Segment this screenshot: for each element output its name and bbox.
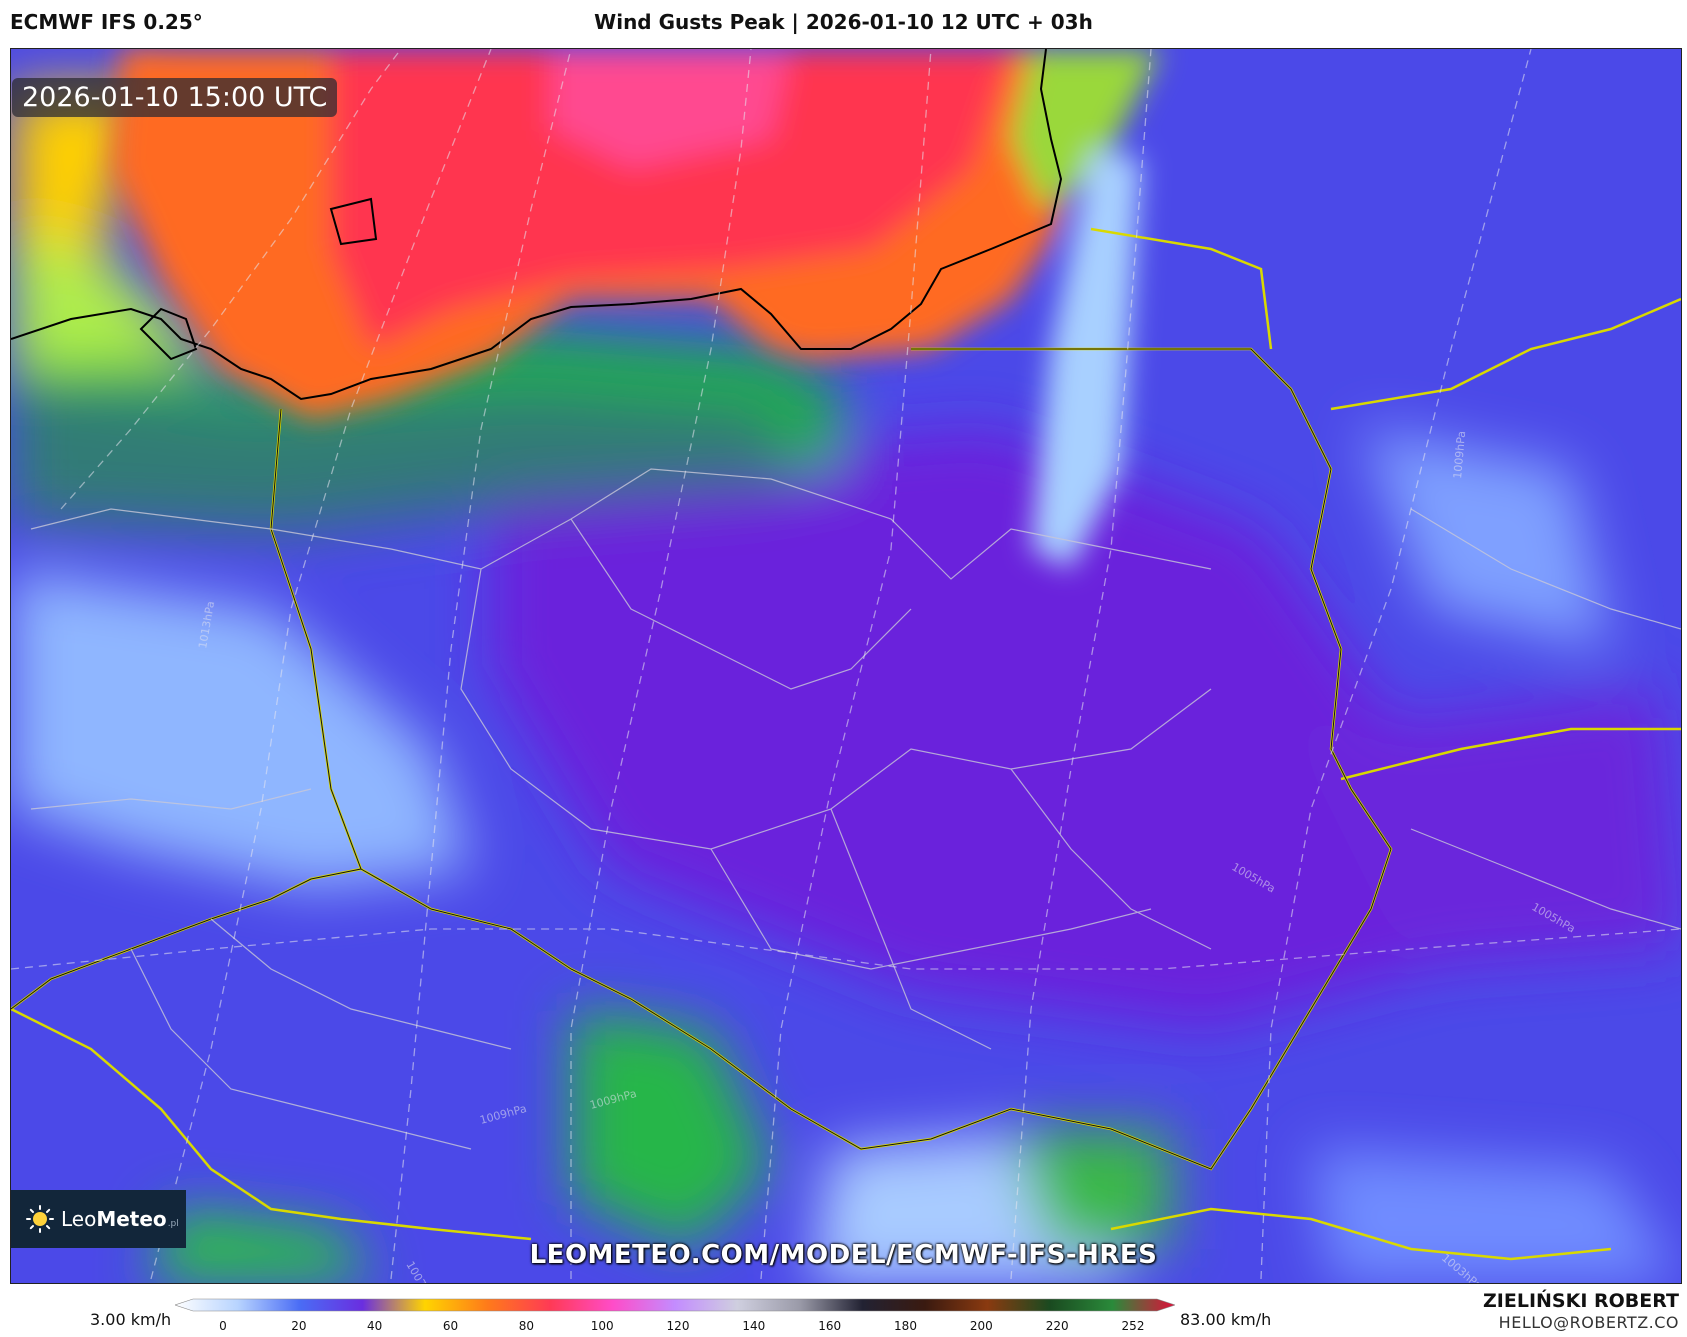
wind-gust-map[interactable]: 1013hPa 1009hPa 1009hPa 1009hPa 1007hPa … [10, 48, 1682, 1284]
source-url[interactable]: LEOMETEO.COM/MODEL/ECMWF-IFS-HRES [529, 1240, 1158, 1270]
legend-tick-label: 140 [742, 1319, 765, 1333]
legend-tick-label: 200 [970, 1319, 993, 1333]
legend-tick-label: 252 [1122, 1319, 1145, 1333]
legend-ticks: 0 20 40 60 80 100 120 140 160 180 200 220 252 [219, 1319, 1144, 1333]
legend-tick-label: 80 [519, 1319, 534, 1333]
rugen-island [139, 307, 198, 361]
legend-min-label: 3.00 km/h [90, 1310, 172, 1329]
legend-tick-label: 100 [591, 1319, 614, 1333]
legend-tick-label: 160 [818, 1319, 841, 1333]
logo-text-light: Leo [61, 1207, 97, 1231]
legend-tick-label: 60 [443, 1319, 458, 1333]
legend-tick-label: 180 [894, 1319, 917, 1333]
leometeo-logo[interactable]: LeoMeteo.pl [11, 1190, 186, 1248]
author-email[interactable]: HELLO@ROBERTZ.CO [1498, 1313, 1679, 1332]
isobars [11, 49, 1681, 1280]
bornholm-island [329, 197, 378, 246]
model-name: ECMWF IFS 0.25° [10, 10, 203, 34]
sea-gust-layer [111, 49, 1161, 569]
sun-icon [26, 1205, 54, 1233]
isobar-label: 1009hPa [1451, 430, 1468, 479]
valid-time-badge: 2026-01-10 15:00 UTC [12, 78, 338, 117]
national-borders-outline [11, 348, 1392, 1170]
chart-title: Wind Gusts Peak | 2026-01-10 12 UTC + 03… [594, 10, 1093, 34]
logo-suffix: .pl [167, 1219, 179, 1229]
legend-tick-label: 120 [667, 1319, 690, 1333]
logo-text-bold: Meteo [96, 1207, 167, 1231]
legend-colorbar [175, 1298, 1175, 1312]
coastline [11, 49, 1063, 401]
map-canvas: 1013hPa 1009hPa 1009hPa 1009hPa 1007hPa … [11, 49, 1681, 1283]
legend-tick-label: 20 [291, 1319, 306, 1333]
legend-tick-label: 40 [367, 1319, 382, 1333]
legend-tick-label: 0 [219, 1319, 227, 1333]
legend-max-label: 83.00 km/h [1180, 1310, 1272, 1329]
gust-field-layer [11, 89, 1681, 1283]
legend-tick-label: 220 [1046, 1319, 1069, 1333]
logo-text: LeoMeteo.pl [61, 1207, 179, 1231]
regional-borders [30, 468, 1681, 1150]
author-name: ZIELIŃSKI ROBERT [1483, 1290, 1679, 1312]
color-legend: 0 20 40 60 80 100 120 140 160 180 200 220 252 [175, 1298, 1175, 1333]
